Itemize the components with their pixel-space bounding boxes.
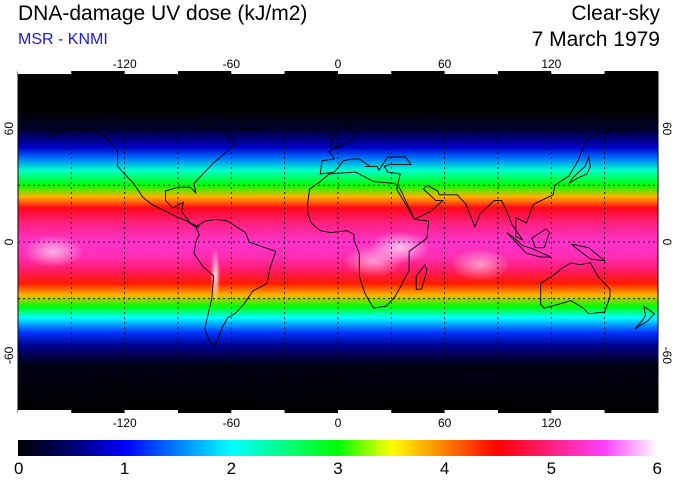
coastline-antarctica xyxy=(18,362,658,390)
colorbar-ramp xyxy=(18,440,658,456)
lon-label-bottom: 0 xyxy=(335,416,342,430)
date-label: 7 March 1979 xyxy=(531,28,660,51)
high-dose-area-east-pacific xyxy=(23,235,84,268)
lon-label-bottom: 60 xyxy=(438,416,452,430)
graticule xyxy=(18,72,658,412)
latitude-labels: 60 60 0 0 -60 -60 xyxy=(2,122,674,365)
lat-label-left: -60 xyxy=(2,346,16,364)
frame-segment xyxy=(498,71,552,74)
coastline-borneo xyxy=(531,228,551,249)
lat-label-left: 0 xyxy=(2,238,16,245)
frame-segment xyxy=(231,71,285,74)
coastline-new-zealand xyxy=(634,305,656,330)
coastlines xyxy=(18,84,658,390)
colorbar-tick-label: 4 xyxy=(440,459,449,478)
coastline-north-america xyxy=(38,103,236,228)
frame-segment xyxy=(391,410,445,413)
coastline-indonesia-1 xyxy=(506,232,552,258)
frame-segment xyxy=(284,71,338,74)
lon-label-top: 0 xyxy=(335,57,342,71)
high-dose-area-central-africa xyxy=(343,244,404,277)
lat-label-left: 60 xyxy=(2,122,16,136)
lon-label-bottom: -120 xyxy=(113,416,137,430)
frame-segment xyxy=(18,410,72,413)
coastline-new-guinea xyxy=(570,243,607,262)
colorbar-tick-label: 1 xyxy=(120,459,129,478)
lon-label-bottom: -60 xyxy=(223,416,241,430)
coastline-australia xyxy=(540,262,611,315)
colorbar-tick-label: 6 xyxy=(653,459,662,478)
data-source-label: MSR - KNMI xyxy=(18,31,108,48)
frame-segment xyxy=(231,410,285,413)
colorbar: 0 1 2 3 4 5 6 xyxy=(14,440,662,478)
map-frame: -120 -120 -60 -60 0 0 60 60 120 120 60 60 0 0 -60 -60 xyxy=(2,57,674,430)
frame-segment xyxy=(71,71,125,74)
frame-segment xyxy=(551,410,605,413)
frame-segment xyxy=(444,71,498,74)
colorbar-tick-label: 0 xyxy=(14,459,23,478)
coastline-madagascar xyxy=(415,263,428,290)
lat-label-right: 0 xyxy=(660,239,674,246)
colorbar-ticks: 0 1 2 3 4 5 6 xyxy=(14,459,662,478)
frame-segment xyxy=(444,410,498,413)
lat-label-right: 60 xyxy=(660,122,674,136)
coastline-africa xyxy=(307,171,430,309)
frame-segment xyxy=(178,71,232,74)
coastline-south-america xyxy=(193,218,277,347)
lon-label-top: 60 xyxy=(438,57,452,71)
colorbar-tick-label: 5 xyxy=(547,459,556,478)
lat-label-right: -60 xyxy=(660,347,674,365)
colorbar-tick-label: 3 xyxy=(333,459,342,478)
coastline-japan xyxy=(568,155,591,184)
frame-segment xyxy=(338,71,392,74)
frame-segment xyxy=(71,410,125,413)
frame-segment xyxy=(18,71,72,74)
frame-segment xyxy=(338,410,392,413)
sky-condition-label: Clear-sky xyxy=(571,2,660,25)
frame-segment xyxy=(551,71,605,74)
frame-segment xyxy=(498,410,552,413)
frame-segment xyxy=(124,410,178,413)
lon-label-top: -60 xyxy=(223,57,241,71)
lon-label-bottom: 120 xyxy=(541,416,561,430)
map-title: DNA-damage UV dose (kJ/m2) xyxy=(18,2,308,25)
frame-segment xyxy=(604,71,658,74)
frame-ticks xyxy=(18,71,658,413)
high-dose-area-indian-ocean xyxy=(450,248,511,281)
lon-label-top: 120 xyxy=(541,57,561,71)
frame-segment xyxy=(124,71,178,74)
frame-segment xyxy=(604,410,658,413)
coastline-eurasia xyxy=(319,96,656,241)
longitude-labels: -120 -120 -60 -60 0 0 60 60 120 120 xyxy=(113,57,562,430)
lon-label-top: -120 xyxy=(113,57,137,71)
frame-segment xyxy=(391,71,445,74)
frame-segment xyxy=(284,410,338,413)
colorbar-tick-label: 2 xyxy=(227,459,236,478)
coastline-uk xyxy=(328,131,341,149)
frame-segment xyxy=(178,410,232,413)
